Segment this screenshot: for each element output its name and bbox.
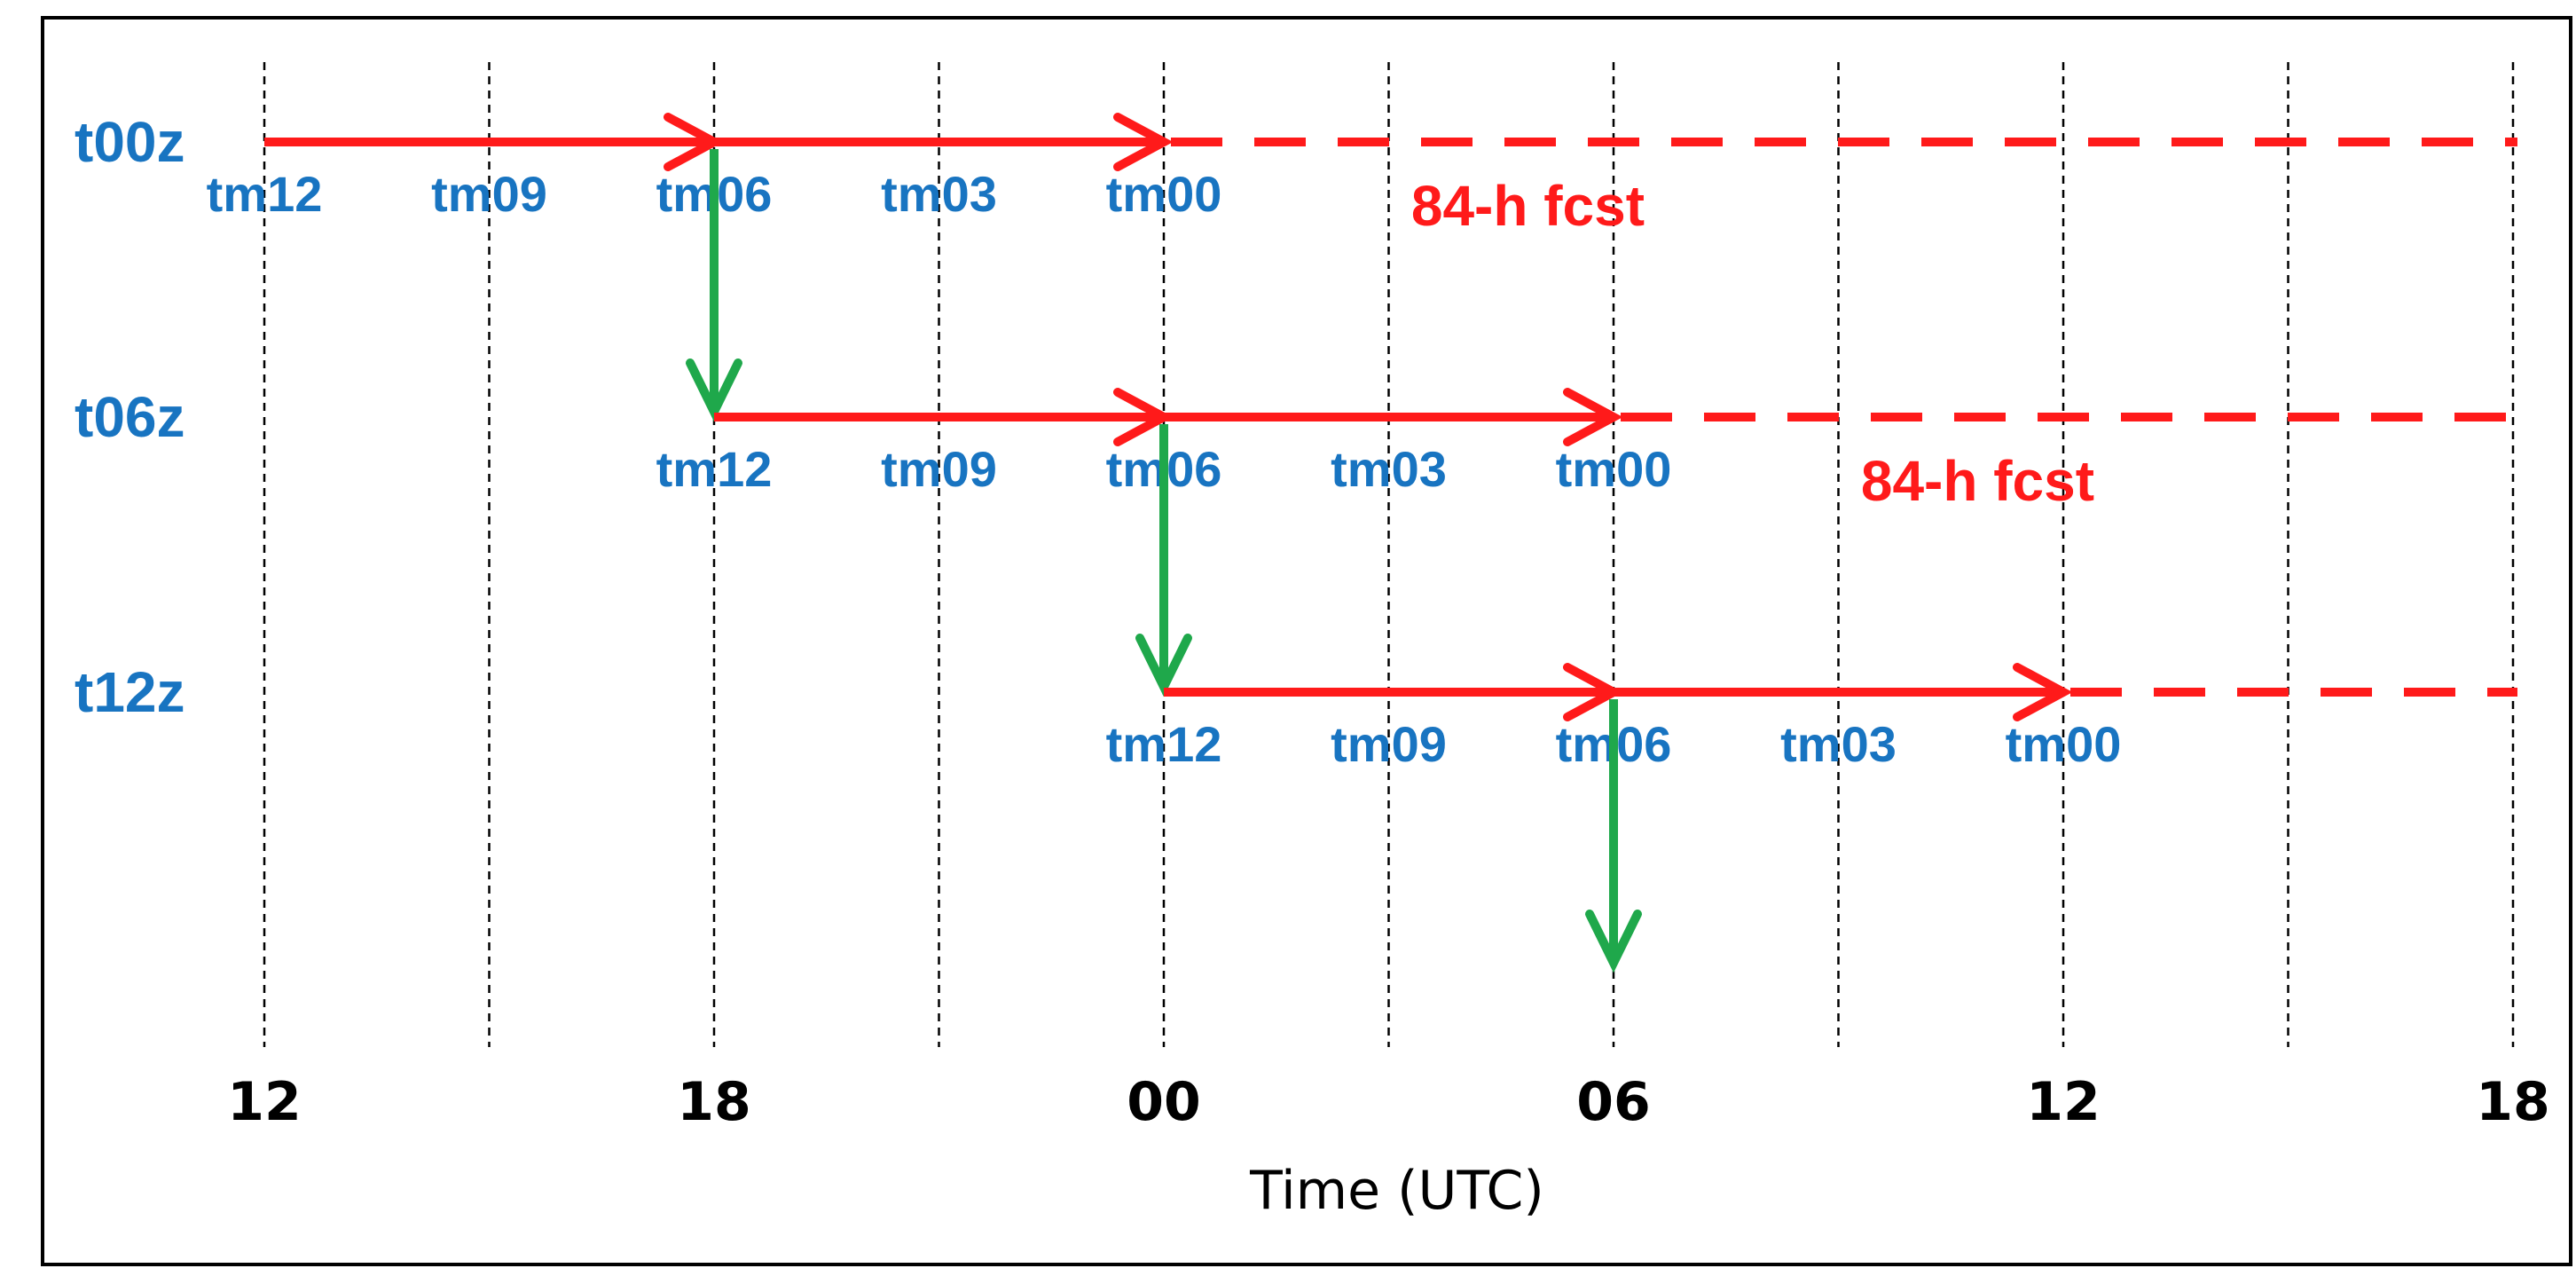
cycle-row-t00z: t00ztm12tm09tm06tm03tm0084-h fcst (75, 110, 2517, 422)
handoff-arrow (686, 149, 742, 422)
forecast-label: 84-h fcst (1411, 174, 1645, 238)
axis-tick-label: 12 (227, 1071, 302, 1133)
step-label: tm00 (1556, 441, 1672, 497)
step-label: tm03 (1780, 716, 1897, 772)
cycle-label: t06z (75, 385, 185, 449)
axis-title: Time (UTC) (1249, 1160, 1544, 1222)
cycle-row-t06z: t06ztm12tm09tm06tm03tm0084-h fcst (75, 385, 2517, 697)
step-label: tm09 (431, 166, 547, 222)
axis-tick-label: 12 (2026, 1071, 2101, 1133)
cycle-row-t12z: t12ztm12tm09tm06tm03tm00 (75, 660, 2517, 973)
axis-ticks: 12 18 00 06 12 18 (227, 1071, 2550, 1133)
forward-arrow (1164, 388, 1623, 446)
handoff-arrow (1135, 424, 1192, 697)
cycles: t00ztm12tm09tm06tm03tm0084-h fcstt06ztm1… (75, 110, 2517, 973)
forward-arrow (1614, 663, 2073, 721)
forward-arrow (714, 113, 1174, 171)
step-label: tm03 (1331, 441, 1447, 497)
step-label: tm00 (2006, 716, 2122, 772)
axis-tick-label: 18 (2476, 1071, 2550, 1133)
cycle-label: t00z (75, 110, 185, 174)
frame-border (41, 16, 2572, 1266)
forecast-label: 84-h fcst (1861, 449, 2094, 513)
step-label: tm03 (881, 166, 997, 222)
cycle-label: t12z (75, 660, 185, 724)
axis-tick-label: 06 (1576, 1071, 1651, 1133)
step-label: tm09 (881, 441, 997, 497)
step-label: tm00 (1106, 166, 1222, 222)
step-label: tm12 (1106, 716, 1222, 772)
handoff-arrow (1585, 699, 1642, 973)
axis-tick-label: 18 (677, 1071, 751, 1133)
step-label: tm12 (656, 441, 773, 497)
step-label: tm12 (207, 166, 323, 222)
step-label: tm09 (1331, 716, 1447, 772)
axis-tick-label: 00 (1127, 1071, 1201, 1133)
